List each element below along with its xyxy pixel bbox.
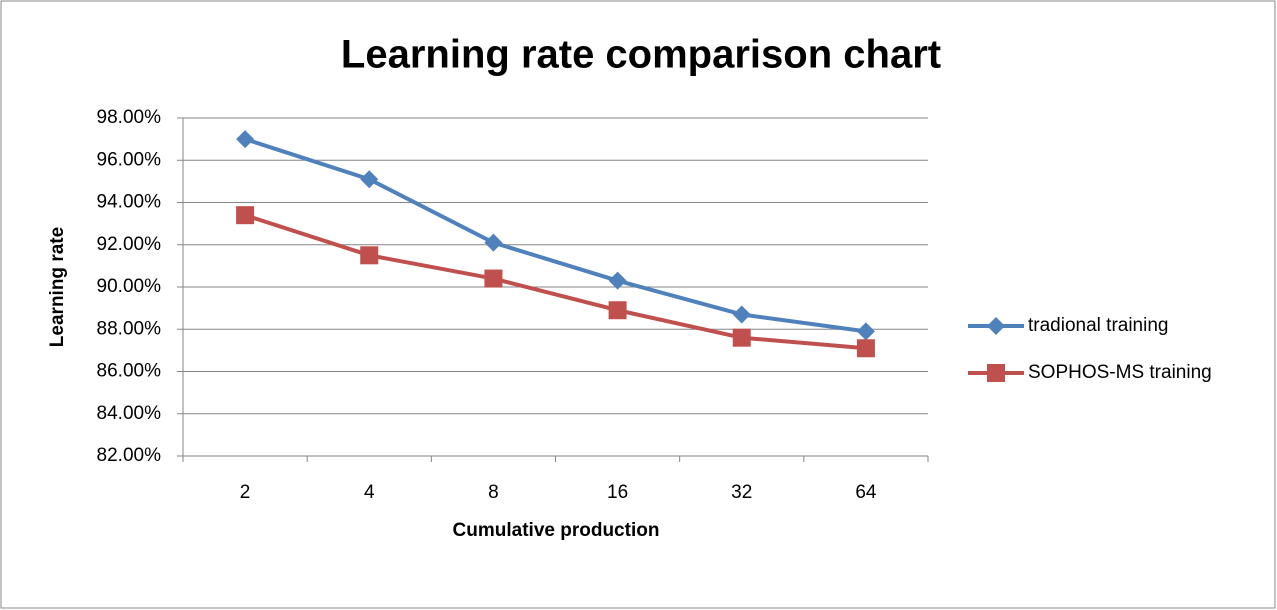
y-tick-label: 88.00% [97, 318, 162, 339]
data-point [856, 322, 875, 341]
x-tick-label: 8 [488, 482, 499, 503]
data-point [236, 130, 255, 149]
data-point [236, 206, 255, 225]
data-point [732, 328, 751, 347]
legend-label: tradional training [1028, 315, 1168, 336]
legend-marker [987, 317, 1005, 335]
x-tick-label: 64 [855, 482, 877, 503]
chart-title: Learning rate comparison chart [341, 33, 941, 77]
x-tick-label: 4 [364, 482, 375, 503]
x-tick-label: 16 [607, 482, 628, 503]
x-axis-title: Cumulative production [453, 520, 660, 541]
data-point [608, 271, 627, 290]
data-point [484, 233, 503, 252]
y-tick-label: 92.00% [97, 234, 162, 255]
series-line [244, 213, 867, 351]
legend-label: SOPHOS-MS training [1028, 362, 1212, 383]
data-point [608, 301, 627, 320]
y-tick-label: 98.00% [97, 107, 162, 128]
legend-marker [987, 364, 1005, 382]
x-tick-label: 32 [731, 482, 752, 503]
y-tick-label: 84.00% [97, 403, 162, 424]
data-point [856, 339, 875, 358]
y-tick-label: 86.00% [97, 361, 162, 382]
y-tick-label: 82.00% [97, 445, 162, 466]
data-point [360, 246, 379, 265]
y-tick-label: 96.00% [97, 149, 162, 170]
y-axis-title: Learning rate [47, 227, 68, 347]
series-line [244, 137, 867, 334]
data-point [484, 269, 503, 288]
y-tick-label: 90.00% [97, 276, 162, 297]
y-tick-label: 94.00% [97, 192, 162, 213]
data-point [360, 170, 379, 189]
data-point [732, 305, 751, 324]
x-tick-label: 2 [240, 482, 251, 503]
